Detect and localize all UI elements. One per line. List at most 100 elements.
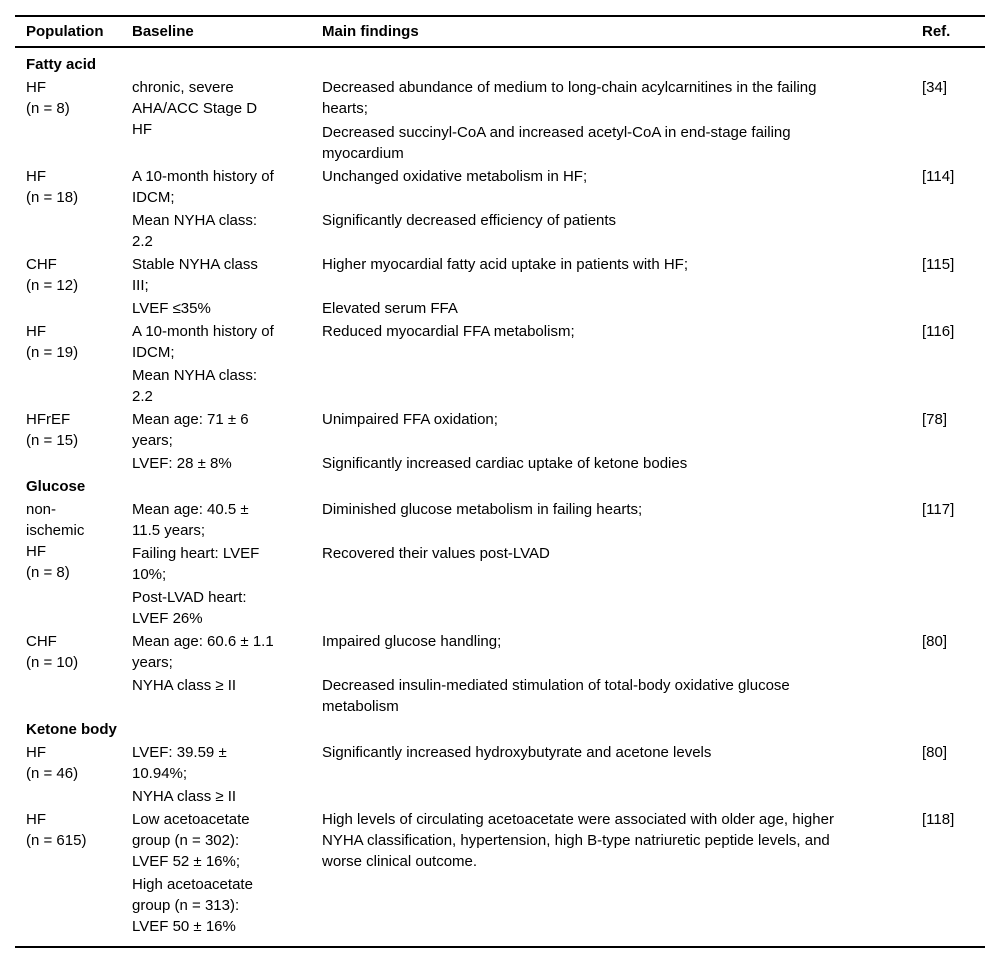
findings-cell: Recovered their values post-LVAD (322, 543, 922, 585)
header-cell-main-findings: Main findings (322, 23, 419, 40)
table-header-row: Population Baseline Main findings Ref. (15, 17, 985, 48)
finding-paragraph: Unchanged oxidative metabolism in HF; (322, 168, 588, 185)
row-subrow: Mean NYHA class: 2.2 Significantly decrea… (132, 210, 922, 252)
population-cell: HF (n = 19) (26, 323, 79, 361)
baseline-cell: Post-LVAD heart: LVEF 26% (132, 589, 247, 627)
row-subrow: Stable NYHA class III; Higher myocardial … (132, 254, 922, 296)
population-cell: HFrEF (n = 15) (26, 411, 79, 449)
study-row: CHF (n = 12) Stable NYHA class III; Higher… (26, 254, 985, 319)
finding-paragraph: Decreased insulin-mediated stimulation o… (322, 677, 790, 715)
row-subrow: Mean NYHA class: 2.2 (132, 365, 922, 407)
baseline-cell: A 10-month history of IDCM; (132, 323, 274, 361)
findings-cell (322, 786, 922, 807)
row-subrow: chronic, severe AHA/ACC Stage D HF Decrea… (132, 77, 922, 164)
row-details: A 10-month history of IDCM; Reduced myoca… (132, 321, 922, 407)
findings-cell: Higher myocardial fatty acid uptake in p… (322, 254, 922, 296)
row-subrow: Mean age: 40.5 ± 11.5 years; Diminished g… (132, 499, 922, 541)
findings-cell: Elevated serum FFA (322, 298, 922, 319)
finding-paragraph: Diminished glucose metabolism in failing… (322, 501, 643, 518)
header-cell-population: Population (26, 23, 104, 40)
finding-paragraph: Unimpaired FFA oxidation; (322, 411, 498, 428)
section-title: Glucose (26, 478, 86, 495)
row-subrow: High acetoacetate group (n = 313): LVEF … (132, 874, 922, 937)
row-subrow: LVEF: 39.59 ± 10.94%; Significantly incre… (132, 742, 922, 784)
finding-paragraph: Decreased abundance of medium to long-ch… (322, 79, 817, 117)
reference-cell: [78] (922, 411, 948, 428)
population-cell: CHF (n = 12) (26, 256, 79, 294)
findings-cell (322, 874, 922, 937)
study-row: HFrEF (n = 15) Mean age: 71 ± 6 years; Uni… (26, 409, 985, 474)
study-row: non- ischemic HF (n = 8) Mean age: 40.5 ±… (26, 499, 985, 629)
finding-paragraph: Higher myocardial fatty acid uptake in p… (322, 256, 688, 273)
reference-cell: [118] (922, 811, 955, 828)
baseline-cell: Low acetoacetate group (n = 302): LVEF 5… (132, 811, 250, 870)
row-details: Stable NYHA class III; Higher myocardial … (132, 254, 922, 319)
findings-cell (322, 587, 922, 629)
reference-cell: [114] (922, 168, 955, 185)
findings-cell: Decreased insulin-mediated stimulation o… (322, 675, 922, 717)
findings-cell: Diminished glucose metabolism in failing… (322, 499, 922, 541)
population-cell: HF (n = 615) (26, 811, 87, 849)
section-title: Fatty acid (26, 56, 97, 73)
row-details: A 10-month history of IDCM; Unchanged oxi… (132, 166, 922, 252)
baseline-cell: Mean NYHA class: 2.2 (132, 212, 258, 250)
reference-cell: [116] (922, 323, 955, 340)
findings-cell: Significantly decreased efficiency of pa… (322, 210, 922, 252)
population-cell: CHF (n = 10) (26, 633, 79, 671)
baseline-cell: Mean age: 60.6 ± 1.1 years; (132, 633, 274, 671)
row-details: Mean age: 71 ± 6 years; Unimpaired FFA ox… (132, 409, 922, 474)
findings-cell: Unchanged oxidative metabolism in HF; (322, 166, 922, 208)
finding-paragraph: Significantly increased hydroxybutyrate … (322, 744, 712, 761)
reference-cell: [117] (922, 501, 955, 518)
study-row: HF (n = 18) A 10-month history of IDCM; Un… (26, 166, 985, 252)
header-cell-ref: Ref. (922, 23, 951, 40)
baseline-cell: LVEF: 39.59 ± 10.94%; (132, 744, 227, 782)
finding-paragraph: Decreased succinyl-CoA and increased ace… (322, 124, 791, 162)
population-cell: non- ischemic HF (n = 8) (26, 501, 85, 581)
population-cell: HF (n = 8) (26, 79, 70, 117)
study-row: HF (n = 19) A 10-month history of IDCM; Re… (26, 321, 985, 407)
row-subrow: A 10-month history of IDCM; Reduced myoca… (132, 321, 922, 363)
row-subrow: Failing heart: LVEF 10%; Recovered their … (132, 543, 922, 585)
finding-paragraph: Significantly increased cardiac uptake o… (322, 455, 688, 472)
baseline-cell: A 10-month history of IDCM; (132, 168, 274, 206)
study-row: HF (n = 46) LVEF: 39.59 ± 10.94%; Signific… (26, 742, 985, 807)
row-subrow: Post-LVAD heart: LVEF 26% (132, 587, 922, 629)
population-cell: HF (n = 46) (26, 744, 79, 782)
metabolism-studies-table: Population Baseline Main findings Ref. F… (15, 15, 985, 948)
findings-cell: Significantly increased hydroxybutyrate … (322, 742, 922, 784)
baseline-cell: NYHA class ≥ II (132, 788, 237, 805)
finding-paragraph: Significantly decreased efficiency of pa… (322, 212, 617, 229)
row-details: Mean age: 40.5 ± 11.5 years; Diminished g… (132, 499, 922, 629)
row-subrow: Mean age: 60.6 ± 1.1 years; Impaired gluc… (132, 631, 922, 673)
findings-cell (322, 365, 922, 407)
study-row: CHF (n = 10) Mean age: 60.6 ± 1.1 years; I… (26, 631, 985, 717)
row-details: chronic, severe AHA/ACC Stage D HF Decrea… (132, 77, 922, 164)
table-body: Fatty acid HF (n = 8) chronic, severe AHA/… (15, 48, 985, 946)
findings-cell: Significantly increased cardiac uptake o… (322, 453, 922, 474)
baseline-cell: LVEF: 28 ± 8% (132, 455, 232, 472)
baseline-cell: NYHA class ≥ II (132, 677, 237, 694)
row-subrow: LVEF: 28 ± 8% Significantly increased car… (132, 453, 922, 474)
study-row: HF (n = 615) Low acetoacetate group (n = … (26, 809, 985, 937)
row-details: Low acetoacetate group (n = 302): LVEF 5… (132, 809, 922, 937)
baseline-cell: Stable NYHA class III; (132, 256, 258, 294)
row-details: LVEF: 39.59 ± 10.94%; Significantly incre… (132, 742, 922, 807)
row-details: Mean age: 60.6 ± 1.1 years; Impaired gluc… (132, 631, 922, 717)
reference-cell: [115] (922, 256, 955, 273)
findings-cell: Impaired glucose handling; (322, 631, 922, 673)
baseline-cell: Failing heart: LVEF 10%; (132, 545, 260, 583)
findings-cell: Decreased abundance of medium to long-ch… (322, 77, 922, 164)
baseline-cell: Mean age: 40.5 ± 11.5 years; (132, 501, 249, 539)
study-row: HF (n = 8) chronic, severe AHA/ACC Stage … (26, 77, 985, 164)
reference-cell: [80] (922, 633, 948, 650)
section-title: Ketone body (26, 721, 117, 738)
finding-paragraph: Recovered their values post-LVAD (322, 545, 550, 562)
row-subrow: NYHA class ≥ II (132, 786, 922, 807)
finding-paragraph: Elevated serum FFA (322, 300, 458, 317)
findings-cell: Reduced myocardial FFA metabolism; (322, 321, 922, 363)
finding-paragraph: High levels of circulating acetoacetate … (322, 811, 834, 870)
row-subrow: Low acetoacetate group (n = 302): LVEF 5… (132, 809, 922, 872)
reference-cell: [80] (922, 744, 948, 761)
